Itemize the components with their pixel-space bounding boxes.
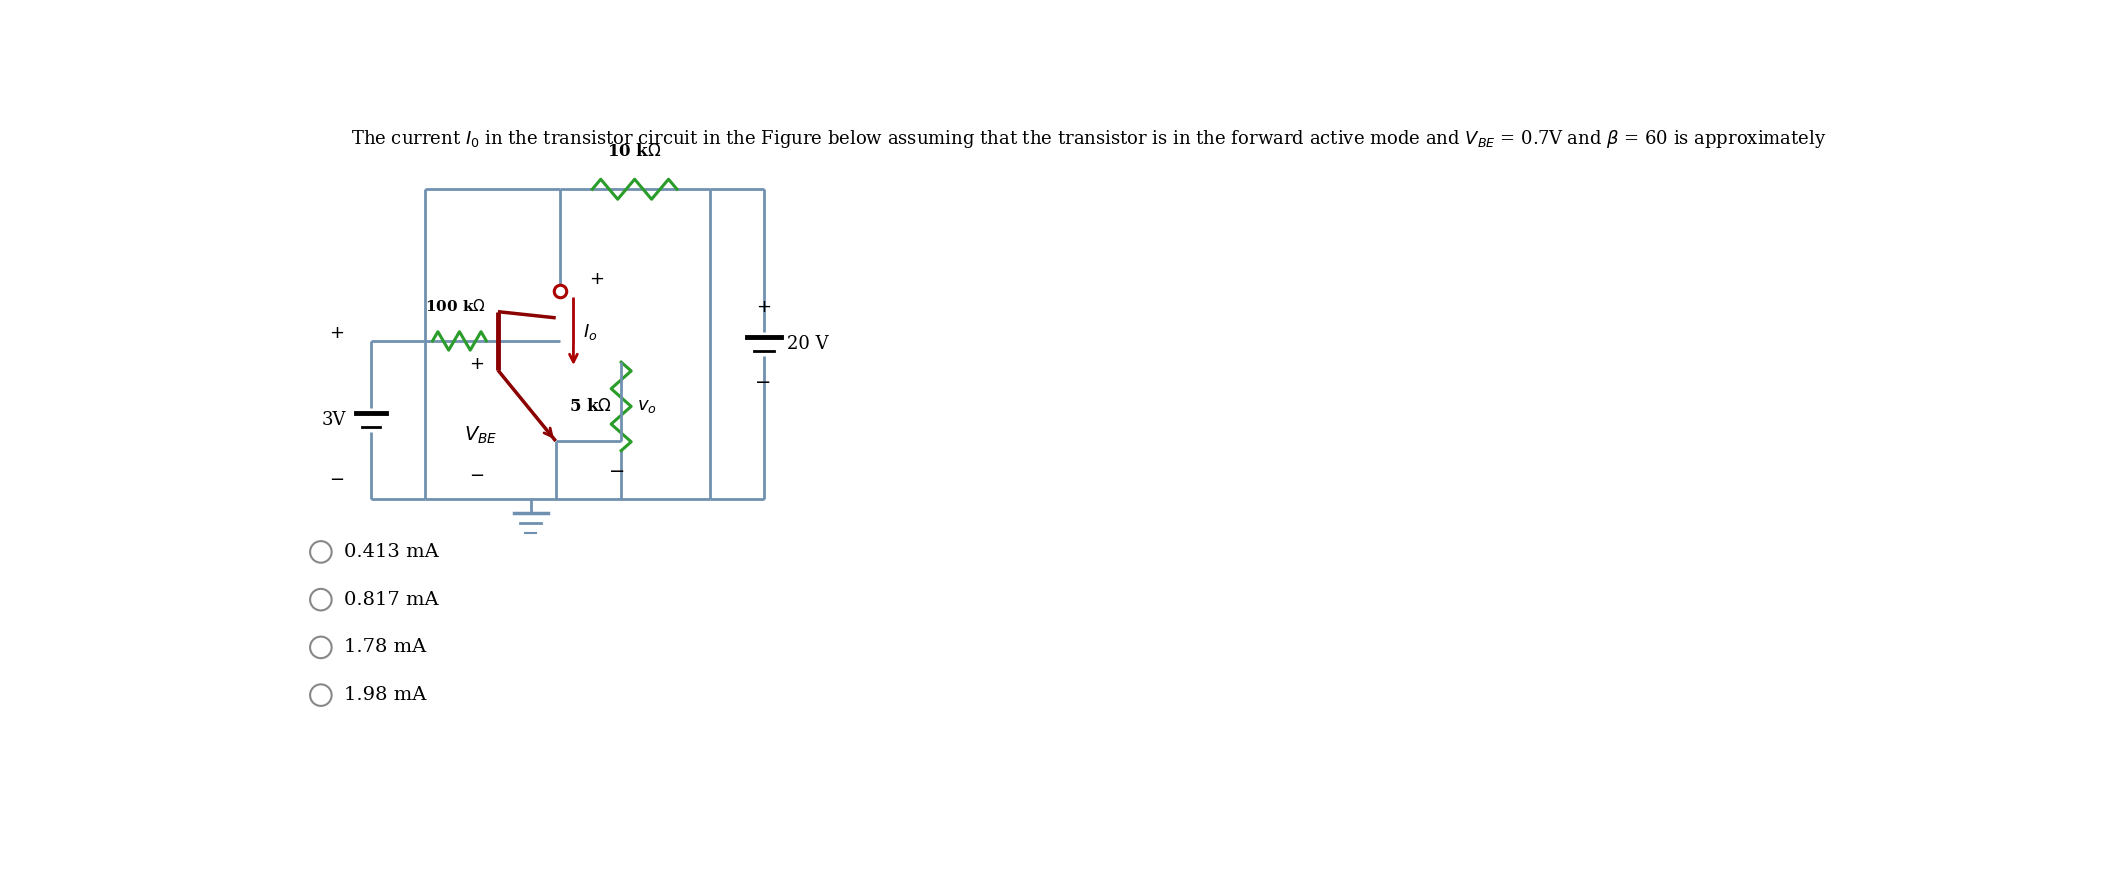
Text: 0.817 mA: 0.817 mA xyxy=(344,591,438,609)
Text: +: + xyxy=(756,298,771,316)
Text: +: + xyxy=(588,271,603,288)
Text: +: + xyxy=(469,355,484,373)
Text: $V_{BE}$: $V_{BE}$ xyxy=(463,424,497,446)
Text: 10 k$\Omega$: 10 k$\Omega$ xyxy=(607,143,663,160)
Text: 5 k$\Omega$: 5 k$\Omega$ xyxy=(569,398,612,415)
Text: −: − xyxy=(329,470,344,489)
Text: −: − xyxy=(610,462,624,481)
Text: 1.78 mA: 1.78 mA xyxy=(344,638,427,657)
Text: 0.413 mA: 0.413 mA xyxy=(344,543,440,561)
Text: $I_o$: $I_o$ xyxy=(582,323,597,342)
Text: 1.98 mA: 1.98 mA xyxy=(344,686,427,705)
Text: −: − xyxy=(756,373,771,392)
Text: −: − xyxy=(469,467,484,484)
Text: 3V: 3V xyxy=(321,411,346,429)
Text: 100 k$\Omega$: 100 k$\Omega$ xyxy=(425,298,486,314)
Text: $v_o$: $v_o$ xyxy=(637,398,656,415)
Text: The current $I_0$ in the transistor circuit in the Figure below assuming that th: The current $I_0$ in the transistor circ… xyxy=(350,128,1827,150)
Text: 20 V: 20 V xyxy=(786,335,828,353)
Text: +: + xyxy=(329,324,344,342)
